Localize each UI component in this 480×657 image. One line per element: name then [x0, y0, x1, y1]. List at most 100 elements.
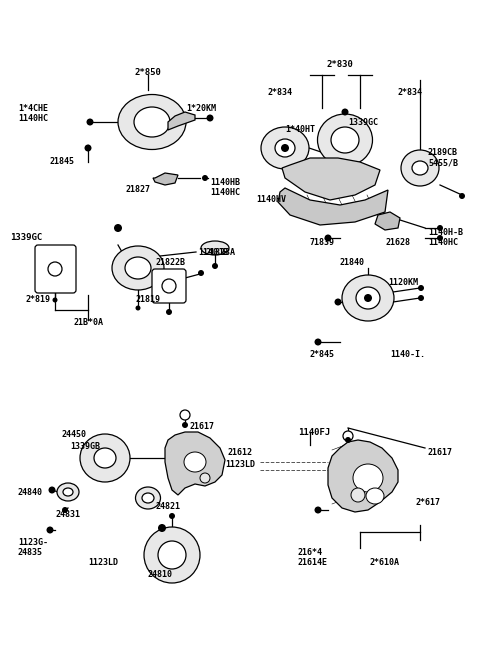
Ellipse shape — [275, 139, 295, 157]
Circle shape — [62, 507, 68, 513]
Text: 1140HC: 1140HC — [210, 188, 240, 197]
Circle shape — [335, 298, 341, 306]
Text: 24821: 24821 — [155, 502, 180, 511]
Ellipse shape — [184, 452, 206, 472]
Ellipse shape — [366, 488, 384, 504]
Circle shape — [47, 526, 53, 533]
Text: 1339GC: 1339GC — [348, 118, 378, 127]
Text: 1*40HT: 1*40HT — [285, 125, 315, 134]
Circle shape — [202, 175, 208, 181]
Text: 1123LD: 1123LD — [225, 460, 255, 469]
Polygon shape — [153, 173, 178, 185]
Circle shape — [48, 262, 62, 276]
Ellipse shape — [401, 150, 439, 186]
Text: 24810: 24810 — [148, 570, 173, 579]
Text: 2*834: 2*834 — [398, 88, 423, 97]
Text: 1140-I.: 1140-I. — [390, 350, 425, 359]
Circle shape — [324, 235, 332, 242]
Text: 71839: 71839 — [310, 238, 335, 247]
Text: 1140FJ: 1140FJ — [298, 428, 330, 437]
Text: 21628: 21628 — [385, 238, 410, 247]
Text: 21845: 21845 — [49, 157, 74, 166]
Text: 1140H-B: 1140H-B — [428, 228, 463, 237]
Circle shape — [198, 270, 204, 276]
Text: 1*4CHE: 1*4CHE — [18, 104, 48, 113]
Text: 21822B: 21822B — [155, 258, 185, 267]
Circle shape — [52, 298, 58, 302]
Circle shape — [212, 263, 218, 269]
Text: 1140HB: 1140HB — [210, 178, 240, 187]
Ellipse shape — [57, 483, 79, 501]
Circle shape — [114, 224, 122, 232]
Polygon shape — [168, 112, 195, 130]
Circle shape — [351, 488, 365, 502]
Circle shape — [459, 193, 465, 199]
FancyBboxPatch shape — [35, 245, 76, 293]
Ellipse shape — [63, 488, 73, 496]
Ellipse shape — [80, 434, 130, 482]
Circle shape — [418, 285, 424, 291]
Text: 2*850: 2*850 — [134, 68, 161, 77]
Ellipse shape — [317, 114, 372, 166]
Text: 2*830: 2*830 — [326, 60, 353, 69]
Circle shape — [158, 541, 186, 569]
Text: 1140HC: 1140HC — [428, 238, 458, 247]
Text: 21612: 21612 — [228, 448, 253, 457]
Ellipse shape — [134, 107, 170, 137]
Circle shape — [314, 507, 322, 514]
Text: 1140JB: 1140JB — [198, 248, 228, 257]
Circle shape — [314, 338, 322, 346]
Ellipse shape — [342, 275, 394, 321]
Circle shape — [364, 294, 372, 302]
Circle shape — [135, 306, 141, 311]
Circle shape — [144, 527, 200, 583]
Circle shape — [345, 437, 351, 443]
Text: 216*4: 216*4 — [298, 548, 323, 557]
Text: 1*20KM: 1*20KM — [186, 104, 216, 113]
Text: 21617: 21617 — [428, 448, 453, 457]
Circle shape — [281, 144, 289, 152]
Circle shape — [200, 473, 210, 483]
Polygon shape — [278, 188, 388, 225]
Ellipse shape — [142, 493, 154, 503]
Text: 2*819: 2*819 — [25, 295, 50, 304]
Text: 1339GC: 1339GC — [10, 233, 42, 242]
Text: 1140HV: 1140HV — [256, 195, 286, 204]
Ellipse shape — [94, 448, 116, 468]
Circle shape — [158, 524, 166, 532]
Circle shape — [86, 118, 94, 125]
Circle shape — [341, 108, 348, 116]
Circle shape — [84, 145, 92, 152]
Text: 2*617: 2*617 — [415, 498, 440, 507]
Ellipse shape — [118, 95, 186, 150]
Text: 1123G-: 1123G- — [18, 538, 48, 547]
Text: 21840: 21840 — [340, 258, 365, 267]
Text: 21B*0A: 21B*0A — [73, 318, 103, 327]
Text: 2189CB: 2189CB — [428, 148, 458, 157]
Ellipse shape — [125, 257, 151, 279]
Circle shape — [48, 486, 56, 493]
Polygon shape — [375, 212, 400, 230]
Text: 1339GB: 1339GB — [70, 442, 100, 451]
Text: 5455/B: 5455/B — [428, 158, 458, 167]
Ellipse shape — [356, 287, 380, 309]
Ellipse shape — [201, 241, 229, 255]
Text: 24840: 24840 — [18, 488, 43, 497]
Ellipse shape — [331, 127, 359, 153]
Circle shape — [182, 422, 188, 428]
FancyBboxPatch shape — [152, 269, 186, 303]
Text: 1120KM: 1120KM — [388, 278, 418, 287]
Text: 1140HC: 1140HC — [18, 114, 48, 123]
Polygon shape — [328, 440, 398, 512]
Circle shape — [437, 235, 443, 241]
Circle shape — [169, 513, 175, 519]
Text: 24450: 24450 — [62, 430, 87, 439]
Text: 21617: 21617 — [190, 422, 215, 431]
Text: 24831: 24831 — [55, 510, 80, 519]
Text: 21614E: 21614E — [298, 558, 328, 567]
Circle shape — [166, 309, 172, 315]
Text: 2*834: 2*834 — [268, 88, 293, 97]
Text: 1123LD: 1123LD — [88, 558, 118, 567]
Circle shape — [437, 225, 443, 231]
Ellipse shape — [412, 161, 428, 175]
